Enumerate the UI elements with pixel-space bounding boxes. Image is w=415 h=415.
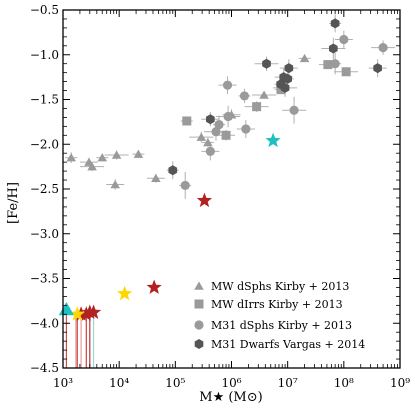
legend-label-mw-dsphs: MW dSphs Kirby + 2013 [211,280,349,293]
marker-s4-p1 [196,192,213,208]
marker-s2-p6 [239,91,250,101]
marker-s0-p9 [203,137,213,147]
marker-s7-p0 [58,302,75,316]
y-tick-label-6: −1.5 [30,93,59,107]
y-axis-label: [Fe/H] [6,182,21,224]
marker-s5-p0 [117,285,133,301]
marker-s2-p2 [211,127,221,137]
marker-s2-p0 [180,180,190,191]
y-tick-label-3: −3.0 [30,227,59,241]
legend-marker-1 [194,299,204,309]
y-tick-label-1: −4.0 [30,316,59,330]
plot-frame [62,9,401,369]
x-tick-label-8: 10⁸ [334,376,354,390]
y-tick-label-7: −1.0 [30,48,59,62]
marker-s2-p5 [223,111,233,122]
marker-s3-p10 [373,63,382,74]
legend-marker-2 [194,320,204,330]
legend-label-mw-dirrs: MW dIrrs Kirby + 2013 [211,298,343,311]
marker-s4-p5 [85,304,102,319]
marker-s2-p10 [339,34,349,45]
marker-s2-p3 [214,119,224,130]
x-tick-label-5: 10⁵ [165,376,185,390]
marker-s0-p11 [259,90,269,99]
x-tick-label-3: 10³ [53,376,73,390]
y-tick-label-0: −4.5 [30,361,59,375]
axes: 10³ 10⁴ 10⁵ 10⁶ 10⁷ 10⁸ 10⁹ −4.5 −4.0 −3.5 −3.0 −2.… [30,3,410,390]
marker-s2-p8 [289,105,299,115]
marker-s3-p9 [330,18,340,29]
marker-s3-p5 [280,82,290,93]
marker-s1-p4 [323,60,333,70]
marker-s0-p7 [151,173,161,183]
x-tick-label-7: 10⁷ [278,376,298,390]
x-tick-label-6: 10⁶ [221,376,241,390]
x-tick-label-9: 10⁹ [390,376,410,390]
marker-s0-p8 [196,132,207,141]
marker-s3-p0 [168,165,178,176]
legend-marker-0 [194,281,204,290]
marker-s0-p6 [133,149,144,158]
marker-s1-p0 [182,116,192,126]
marker-s2-p9 [330,59,340,69]
legend: MW dSphs Kirby + 2013 MW dIrrs Kirby + 2… [194,280,365,351]
plot-area [58,14,396,368]
marker-s2-p1 [205,146,215,157]
marker-s2-p4 [222,80,233,90]
marker-s1-p1 [221,130,231,140]
y-tick-label-5: −2.0 [30,137,59,151]
marker-s3-p7 [284,63,294,74]
marker-s5-p1 [69,306,85,321]
marker-s4-p0 [146,279,162,294]
marker-s0-p3 [97,153,108,162]
marker-s0-p4 [110,180,120,189]
marker-s0-p2 [87,162,97,171]
marker-s0-p12 [299,53,310,63]
marker-s3-p6 [283,73,292,84]
marker-s4-p3 [78,306,94,321]
y-tick-label-2: −3.5 [30,272,59,286]
marker-s2-p11 [378,42,388,53]
y-tick-label-8: −0.5 [30,3,59,17]
x-axis-label: M★ (M⊙) [199,390,262,405]
legend-marker-3 [194,339,204,349]
marker-s3-p2 [262,58,271,69]
y-tick-label-4: −2.5 [30,182,59,196]
marker-s0-p0 [66,153,76,162]
marker-s6-p0 [265,132,281,148]
marker-s2-p7 [241,124,251,134]
legend-label-m31-dwarfs: M31 Dwarfs Vargas + 2014 [211,338,365,351]
marker-s1-p5 [341,67,351,77]
marker-s3-p1 [206,114,215,125]
marker-s3-p8 [329,43,338,54]
marker-s1-p2 [252,102,262,112]
legend-label-m31-dsphs: M31 dSphs Kirby + 2013 [211,319,352,332]
x-tick-label-4: 10⁴ [109,376,129,390]
marker-s0-p5 [111,150,122,159]
